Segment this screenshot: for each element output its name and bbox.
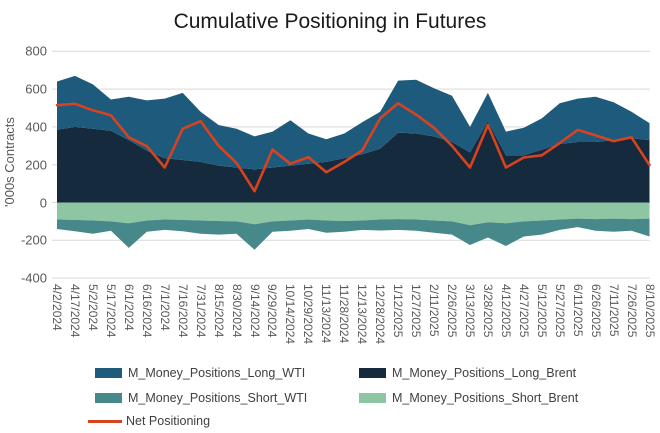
x-tick-label: 4/2/2024 (50, 284, 64, 331)
x-tick-label: 5/27/2025 (552, 284, 567, 338)
y-tick-label: 400 (25, 119, 47, 135)
x-tick-label: 4/27/2025 (516, 284, 531, 338)
x-tick-label: 10/14/2024 (283, 284, 298, 345)
area-long-brent (57, 121, 650, 203)
x-tick-label: 8/10/2025 (642, 284, 657, 338)
x-tick-label: 11/28/2024 (337, 284, 352, 344)
x-tick-label: 9/29/2024 (265, 284, 280, 338)
x-tick-label: 4/17/2024 (67, 284, 82, 338)
x-tick-label: 10/29/2024 (301, 284, 316, 345)
legend-label: M_Money_Positions_Short_Brent (392, 391, 579, 405)
legend-item-m-money-positions-short-brent: M_Money_Positions_Short_Brent (359, 391, 578, 405)
legend-line-swatch (88, 419, 122, 423)
x-tick-label: 6/26/2025 (588, 284, 603, 338)
area-short-brent (57, 202, 650, 226)
legend-item-net-positioning: Net Positioning (88, 414, 210, 428)
x-tick-label: 3/13/2025 (462, 284, 477, 338)
x-tick-label: 11/13/2024 (319, 284, 334, 344)
x-tick-label: 2/11/2025 (427, 284, 442, 337)
y-tick-label: -200 (20, 232, 47, 248)
y-tick-label: 200 (25, 157, 47, 173)
legend-item-m-money-positions-long-brent: M_Money_Positions_Long_Brent (359, 366, 576, 380)
y-tick-label: -400 (20, 270, 47, 286)
y-axis-title: '000s Contracts (2, 117, 17, 207)
area-long-wti (57, 75, 650, 170)
net-positioning-line (55, 102, 651, 193)
x-tick-label: 1/27/2025 (409, 284, 424, 338)
y-tick-label: 0 (39, 195, 47, 210)
x-tick-label: 9/14/2024 (247, 284, 262, 338)
legend-area-swatch (359, 368, 386, 378)
y-tick-label: 800 (25, 43, 47, 59)
chart-title: Cumulative Positioning in Futures (173, 10, 487, 33)
x-tick-label: 12/28/2024 (373, 284, 388, 345)
x-tick-label: 6/1/2024 (121, 284, 136, 331)
x-tick-label: 6/11/2025 (570, 284, 585, 337)
x-tick-label: 4/12/2025 (498, 284, 513, 338)
legend-label: M_Money_Positions_Short_WTI (128, 391, 308, 405)
x-tick-label: 7/26/2025 (624, 284, 639, 338)
x-tick-label: 8/30/2024 (229, 284, 244, 338)
x-tick-label: 1/12/2025 (391, 284, 406, 338)
x-tick-label: 7/31/2024 (193, 284, 208, 338)
x-tick-label: 3/28/2025 (480, 284, 495, 338)
legend-area-swatch (359, 393, 386, 403)
legend-area-swatch (95, 393, 122, 403)
x-tick-label: 6/16/2024 (139, 284, 154, 338)
legend-label: M_Money_Positions_Long_Brent (392, 366, 577, 380)
x-tick-label: 7/1/2024 (157, 284, 172, 331)
y-tick-label: 600 (25, 81, 47, 97)
legend-label: Net Positioning (126, 414, 211, 428)
x-tick-label: 5/12/2025 (534, 284, 549, 338)
x-tick-label: 2/26/2025 (445, 284, 459, 338)
area-short-wti (57, 218, 650, 250)
x-tick-label: 8/15/2024 (211, 284, 226, 338)
x-tick-label: 7/16/2024 (175, 284, 190, 338)
legend-label: M_Money_Positions_Long_WTI (128, 366, 306, 380)
x-tick-label: 12/13/2024 (355, 284, 370, 345)
legend-area-swatch (95, 368, 122, 378)
x-tick-label: 7/11/2025 (606, 284, 621, 337)
x-tick-label: 5/17/2024 (103, 284, 118, 338)
x-tick-label: 5/2/2024 (85, 284, 100, 331)
legend-item-m-money-positions-long-wti: M_Money_Positions_Long_WTI (95, 366, 305, 380)
legend-item-m-money-positions-short-wti: M_Money_Positions_Short_WTI (95, 391, 307, 405)
